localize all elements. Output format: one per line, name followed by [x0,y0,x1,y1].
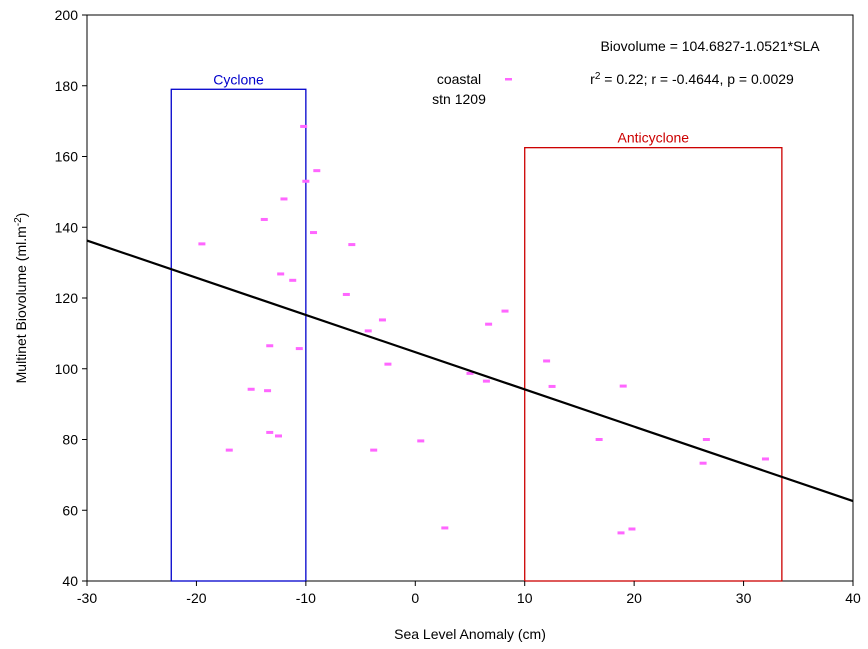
y-tick-label: 40 [62,573,78,589]
x-tick-label: -30 [77,590,97,606]
data-point [441,526,449,530]
data-point [548,384,556,388]
legend-label-line2: stn 1209 [432,91,486,107]
data-point [266,344,274,348]
data-point [466,371,474,375]
data-point [302,179,310,183]
data-point [628,527,636,531]
data-point [247,387,255,391]
data-point [501,309,509,313]
data-point [595,438,603,441]
x-tick-label: 10 [517,590,533,606]
data-point [275,434,282,438]
regression-stats: r2 = 0.22; r = -0.4644, p = 0.0029 [590,71,794,88]
y-tick-label: 200 [55,7,79,23]
data-point [417,439,425,443]
data-point [264,389,272,393]
y-axis-label-main: Multinet Biovolume (ml.m [13,226,29,383]
data-point [310,231,318,235]
data-point [617,531,625,535]
data-point [384,362,392,366]
data-point [699,461,707,465]
region-boxes: Cyclone Anticyclone [170,71,783,582]
data-point [348,243,356,247]
y-axis-label: Multinet Biovolume (ml.m-2) [13,213,30,384]
data-point [482,379,490,383]
y-tick-label: 60 [62,502,78,518]
regression-equation: Biovolume = 104.6827-1.0521*SLA [600,38,820,54]
y-axis-label-sup: -2 [13,217,24,226]
regression-layer [86,239,854,503]
x-tick-label: -20 [186,590,206,606]
region-box [170,88,307,582]
legend-label-line1: coastal [437,71,481,87]
x-tick-label: 30 [736,590,752,606]
y-axis-label-close: ) [13,213,29,218]
regression-line [86,239,854,503]
data-point [225,448,233,452]
data-point [289,278,297,282]
data-points [198,124,769,535]
region-box-label: Cyclone [213,71,264,87]
data-point [266,430,274,434]
y-tick-label: 100 [55,361,79,377]
x-axis-label: Sea Level Anomaly (cm) [394,626,546,642]
data-point [280,197,288,201]
data-point [370,448,378,452]
x-tick-label: -10 [296,590,316,606]
x-tick-label: 0 [411,590,419,606]
x-tick-label: 40 [845,590,861,606]
data-point [543,359,551,363]
data-point [702,438,710,441]
y-tick-label: 180 [55,78,79,94]
y-tick-label: 160 [55,149,79,165]
data-point [761,457,769,461]
data-point [300,124,308,128]
data-point [260,217,268,221]
x-tick-label: 20 [626,590,642,606]
y-tick-label: 120 [55,290,79,306]
region-box-label: Anticyclone [617,130,689,146]
stats-rest: = 0.22; r = -0.4644, p = 0.0029 [600,71,794,87]
data-point [295,347,303,351]
region-box [524,147,783,582]
legend-marker [505,78,512,81]
data-point [277,272,285,276]
y-tick-label: 80 [62,432,78,448]
stats-r: r [590,71,595,87]
data-point [378,318,386,322]
data-point [313,169,321,173]
data-point [364,329,372,333]
stats-r-sup: 2 [595,71,601,82]
data-point [619,384,627,388]
y-tick-label: 140 [55,219,79,235]
data-point [198,242,206,246]
axis-ticks: -30 -20 -10 0 10 20 30 40 40 60 80 100 120 140 160 180 2… [55,7,861,606]
data-point [342,292,350,296]
data-point [485,322,493,326]
